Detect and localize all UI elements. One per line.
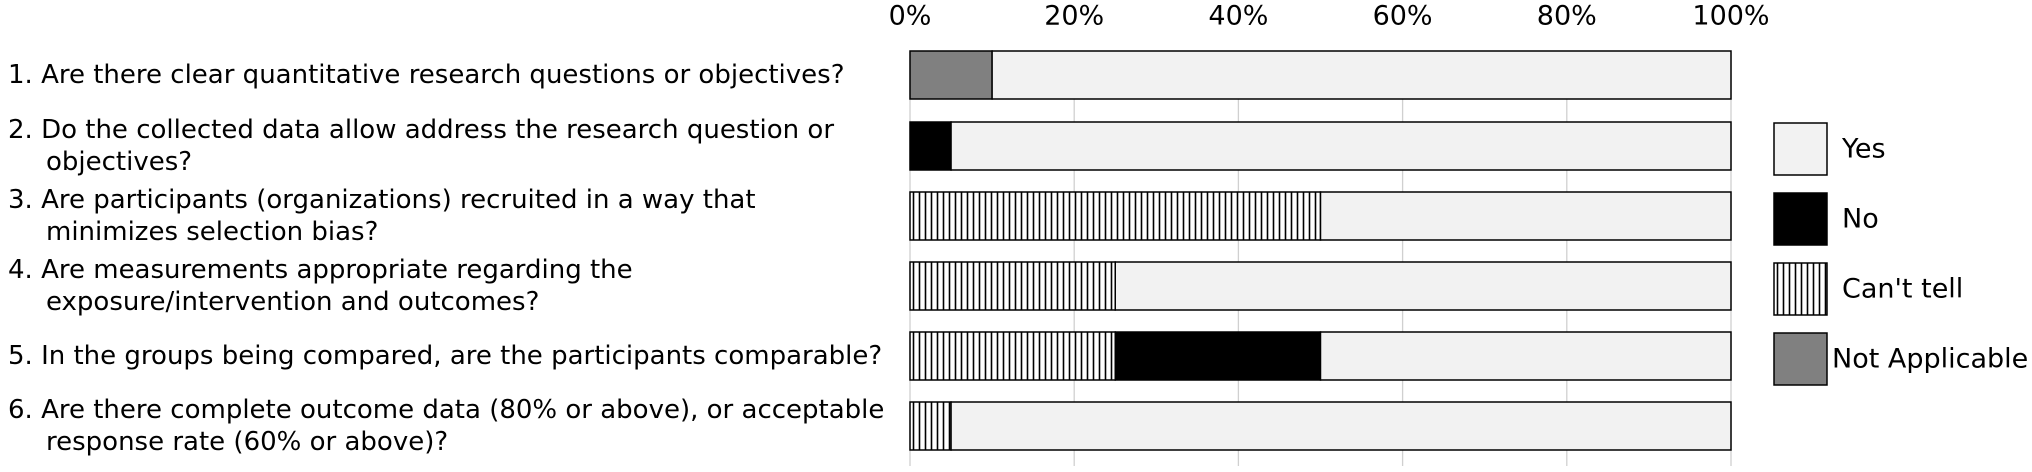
legend-swatch xyxy=(1773,262,1828,316)
bar-segment xyxy=(909,401,952,451)
legend-swatch xyxy=(1773,122,1828,176)
bar-segment xyxy=(909,121,952,171)
category-label: 4. Are measurements appropriate regardin… xyxy=(8,241,888,331)
bar-segment xyxy=(950,401,1732,451)
legend-label: Yes xyxy=(1841,134,1886,165)
category-text: 2. Do the collected data allow address t… xyxy=(8,115,835,177)
category-text: 1. Are there clear quantitative research… xyxy=(8,60,845,90)
x-tick-label: 40% xyxy=(1208,1,1268,32)
bar-segment xyxy=(1114,331,1322,381)
x-tick-label: 80% xyxy=(1537,1,1597,32)
bar-segment xyxy=(909,191,1322,241)
legend-swatch xyxy=(1773,192,1828,246)
x-tick-label: 20% xyxy=(1044,1,1104,32)
category-text: 4. Are measurements appropriate regardin… xyxy=(8,255,633,317)
legend-label: Can't tell xyxy=(1842,274,1963,305)
legend-label: Not Applicable xyxy=(1832,344,2028,375)
category-text: 5. In the groups being compared, are the… xyxy=(8,341,883,371)
category-label: 3. Are participants (organizations) recr… xyxy=(8,171,888,261)
category-label: 6. Are there complete outcome data (80% … xyxy=(8,381,888,471)
bar-segment xyxy=(1319,191,1732,241)
bar-segment xyxy=(1114,261,1732,311)
bar-segment xyxy=(991,50,1732,100)
category-label: 5. In the groups being compared, are the… xyxy=(8,311,888,401)
category-text: 3. Are participants (organizations) recr… xyxy=(8,185,756,247)
bar-segment xyxy=(1319,331,1732,381)
category-label: 1. Are there clear quantitative research… xyxy=(8,30,888,120)
x-tick-label: 100% xyxy=(1692,1,1769,32)
bar-segment xyxy=(909,261,1116,311)
legend-swatch xyxy=(1773,332,1828,386)
x-tick-label: 0% xyxy=(889,1,932,32)
bar-segment xyxy=(909,331,1116,381)
legend-label: No xyxy=(1842,204,1879,235)
category-label: 2. Do the collected data allow address t… xyxy=(8,101,888,191)
category-text: 6. Are there complete outcome data (80% … xyxy=(8,395,885,457)
bar-segment xyxy=(909,50,993,100)
bar-segment xyxy=(950,121,1732,171)
x-tick-label: 60% xyxy=(1373,1,1433,32)
